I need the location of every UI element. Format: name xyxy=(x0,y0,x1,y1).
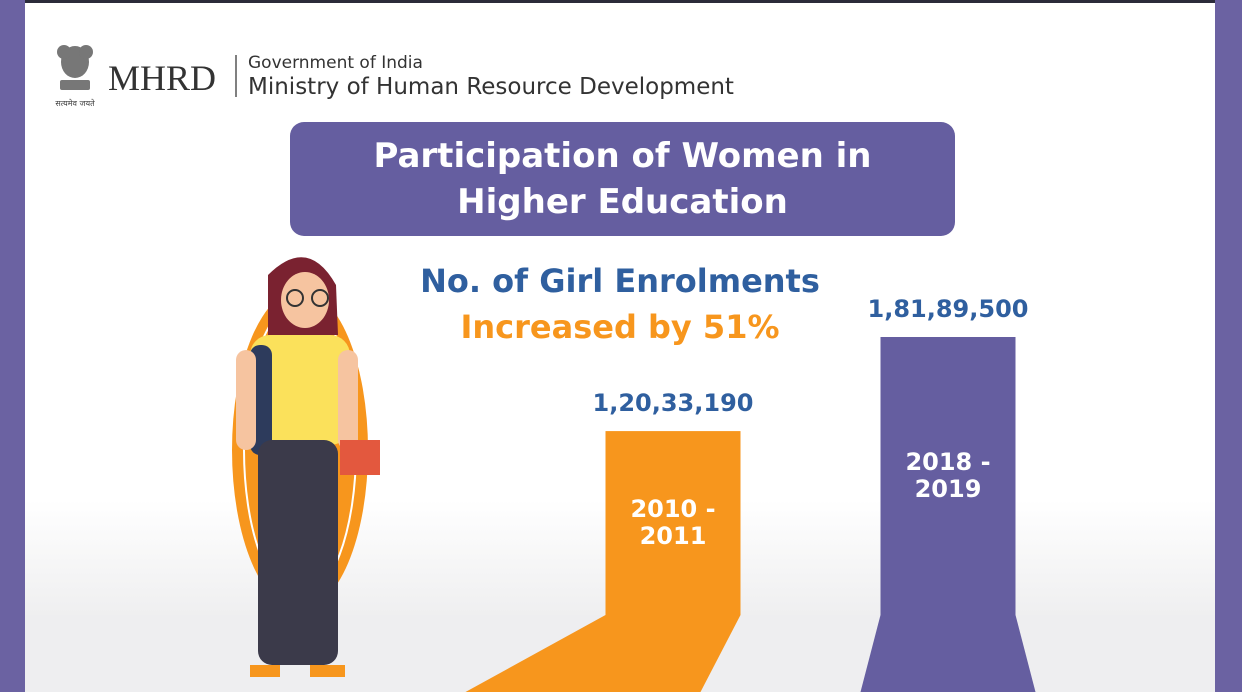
government: Government of India xyxy=(248,53,423,73)
side-bar xyxy=(0,0,25,692)
title: Participation of Women in Higher Educati… xyxy=(373,136,872,222)
acronym: MHRD xyxy=(108,58,216,98)
side-bar xyxy=(1215,0,1242,692)
motto: सत्यमेव जयते xyxy=(55,98,95,108)
bar-base xyxy=(465,615,741,692)
value-label: 1,20,33,190 xyxy=(593,389,754,417)
subtitle: No. of Girl Enrolments xyxy=(420,262,820,300)
emblem xyxy=(57,45,93,90)
bar xyxy=(880,337,1016,615)
value-label: 1,81,89,500 xyxy=(868,295,1029,323)
top-border xyxy=(0,0,1242,3)
bar-base xyxy=(860,615,1036,692)
girl-illustration xyxy=(232,257,380,677)
category-label: 2018 - 2019 xyxy=(905,448,991,503)
title-box xyxy=(290,122,955,236)
category-label: 2010 - 2011 xyxy=(630,495,716,551)
annotation: Increased by 51% xyxy=(460,308,779,346)
ministry: Ministry of Human Resource Development xyxy=(248,74,734,100)
bar xyxy=(605,431,741,615)
